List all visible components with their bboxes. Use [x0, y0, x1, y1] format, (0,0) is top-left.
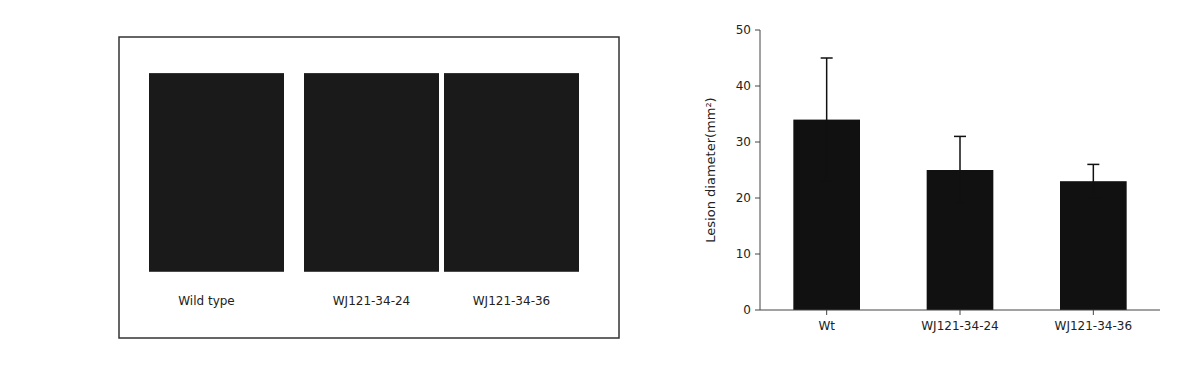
x-tick	[1093, 310, 1094, 315]
y-tick-label: 50	[736, 23, 751, 37]
x-tick	[826, 310, 827, 315]
y-axis-label: Lesion diameter(mm²)	[703, 97, 718, 242]
error-bar	[1087, 164, 1099, 198]
x-tick-label: WJ121-34-24	[921, 319, 999, 333]
y-tick-label: 40	[736, 79, 751, 93]
y-tick-label: 20	[736, 191, 751, 205]
error-bar	[954, 136, 966, 203]
x-tick-label: Wt	[818, 319, 835, 333]
photo-placeholder	[304, 73, 439, 272]
bar	[1060, 181, 1127, 310]
plot-area	[793, 58, 1126, 310]
y-tick	[755, 86, 760, 87]
y-tick	[755, 198, 760, 199]
photo-caption: Wild type	[178, 294, 235, 308]
y-tick	[755, 254, 760, 255]
x-tick-label: WJ121-34-36	[1055, 319, 1133, 333]
chart-svg: Wild type WJ121-34-24 WJ121-34-36 0 10 20 30 40…	[0, 0, 1190, 367]
photo-placeholder	[149, 73, 284, 272]
y-tick-label: 10	[736, 247, 751, 261]
image-panel	[119, 37, 619, 338]
y-tick-label: 30	[736, 135, 751, 149]
photo-caption: WJ121-34-24	[333, 294, 411, 308]
chart-root: Wild type WJ121-34-24 WJ121-34-36 0 10 20 30 40…	[0, 0, 1190, 367]
y-tick	[755, 310, 760, 311]
error-bar	[821, 58, 833, 181]
y-tick	[755, 30, 760, 31]
photo-caption: WJ121-34-36	[473, 294, 551, 308]
photo-placeholder	[444, 73, 579, 272]
y-axis-line	[760, 30, 761, 310]
y-tick-label: 0	[743, 303, 751, 317]
x-tick	[960, 310, 961, 315]
y-tick	[755, 142, 760, 143]
